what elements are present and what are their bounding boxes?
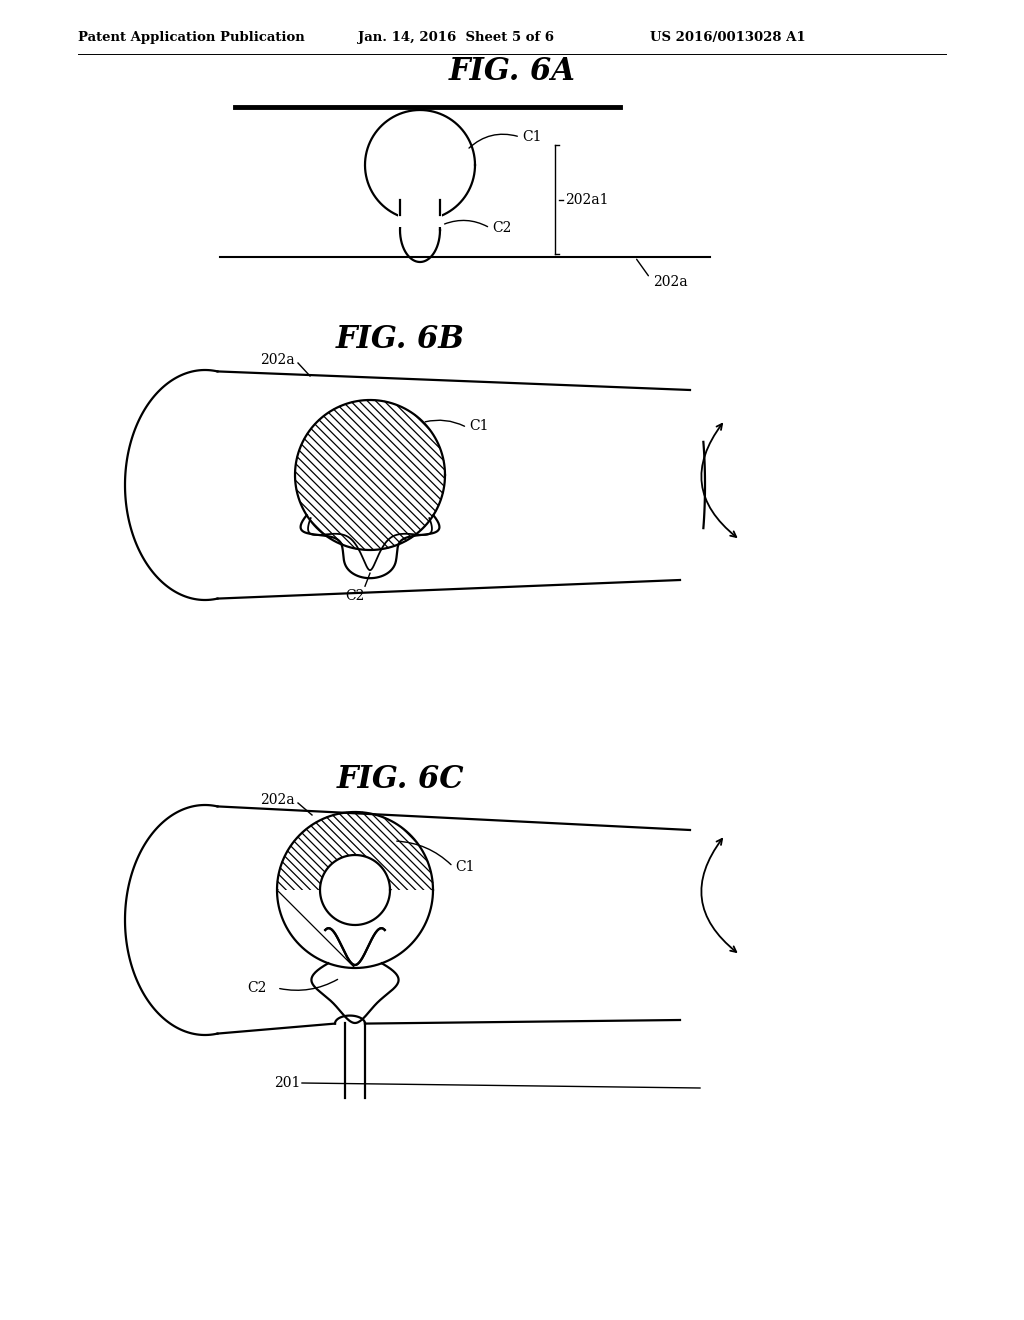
Text: C2: C2 [345,589,365,603]
Text: Patent Application Publication: Patent Application Publication [78,30,305,44]
Text: C1: C1 [455,859,474,874]
Circle shape [321,855,389,924]
Text: 201: 201 [273,1076,300,1090]
Text: C1: C1 [522,129,542,144]
Text: 202a: 202a [260,793,295,807]
Text: C2: C2 [248,981,267,995]
Text: US 2016/0013028 A1: US 2016/0013028 A1 [650,30,806,44]
Bar [398,191,442,227]
Text: Jan. 14, 2016  Sheet 5 of 6: Jan. 14, 2016 Sheet 5 of 6 [358,30,554,44]
Text: 202a: 202a [260,352,295,367]
Text: C1: C1 [469,418,488,433]
Polygon shape [326,931,385,965]
Text: FIG. 6A: FIG. 6A [449,57,575,87]
Text: FIG. 6C: FIG. 6C [336,764,464,796]
Text: FIG. 6B: FIG. 6B [336,325,465,355]
Text: 202a1: 202a1 [565,193,608,206]
Text: 202a: 202a [653,275,688,289]
Bar [272,890,438,973]
Text: C2: C2 [492,220,511,235]
